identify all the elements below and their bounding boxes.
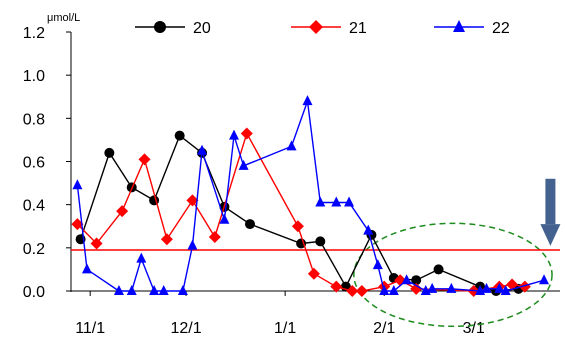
unit-label: μmol/L <box>47 12 80 24</box>
data-point-21 <box>138 153 151 166</box>
data-point-21 <box>410 282 423 295</box>
data-point-21 <box>355 285 368 297</box>
data-point-22 <box>331 196 342 207</box>
legend-label-22: 22 <box>492 20 510 37</box>
data-point-21 <box>90 237 103 250</box>
y-tick-label: 1.0 <box>23 68 45 85</box>
data-point-22 <box>379 285 390 295</box>
data-point-20 <box>411 275 422 286</box>
data-point-20 <box>174 130 185 141</box>
data-point-22 <box>388 285 399 295</box>
data-point-22 <box>494 282 505 293</box>
data-point-21 <box>208 231 221 244</box>
x-tick-label: 2/1 <box>373 320 395 337</box>
x-axis-ticks: 11/1 12/1 1/1 2/1 3/1 <box>75 291 485 337</box>
data-point-22 <box>149 285 160 295</box>
data-point-20 <box>315 236 326 247</box>
data-point-21 <box>330 280 343 293</box>
x-tick-label: 3/1 <box>463 320 485 337</box>
x-tick-label: 12/1 <box>170 320 201 337</box>
data-point-20 <box>244 219 255 230</box>
y-tick-label: 0.6 <box>23 155 45 172</box>
data-point-22 <box>401 274 412 285</box>
legend-marker-20 <box>154 21 166 33</box>
data-point-21 <box>518 280 531 293</box>
data-point-22 <box>500 285 511 295</box>
data-point-22 <box>539 274 550 285</box>
data-point-22 <box>372 259 383 270</box>
legend: 20 21 22 <box>135 20 510 37</box>
data-point-21 <box>240 127 253 140</box>
data-point-22 <box>229 129 239 140</box>
data-point-22 <box>481 282 492 293</box>
data-point-21 <box>307 267 320 280</box>
data-point-22 <box>72 179 83 190</box>
series-22 <box>72 95 550 295</box>
x-tick-label: 11/1 <box>75 320 105 337</box>
data-point-22 <box>238 159 249 170</box>
dashed-ellipse-annotation <box>353 222 553 328</box>
data-point-21 <box>346 285 359 297</box>
data-point-22 <box>344 196 355 207</box>
series-line-21 <box>76 131 525 292</box>
data-point-22 <box>197 144 208 155</box>
data-point-22 <box>363 224 374 235</box>
annotations <box>353 178 561 328</box>
data-point-22 <box>219 213 230 224</box>
data-point-22 <box>427 282 438 293</box>
legend-label-20: 20 <box>193 20 211 37</box>
data-point-21 <box>291 220 304 233</box>
data-point-22 <box>126 285 137 295</box>
legend-marker-21 <box>309 20 323 34</box>
series-group <box>71 95 550 297</box>
data-point-22 <box>136 252 147 263</box>
data-point-22 <box>315 196 326 207</box>
data-point-22 <box>187 239 198 250</box>
legend-label-21: 21 <box>349 20 367 37</box>
data-point-22 <box>113 285 124 295</box>
data-point-20 <box>433 264 444 275</box>
data-point-22 <box>302 95 313 106</box>
data-point-21 <box>160 233 173 246</box>
y-axis-ticks: 0.0 0.2 0.4 0.6 0.8 1.0 1.2 <box>23 25 71 301</box>
data-point-20 <box>296 238 307 249</box>
data-point-22 <box>286 140 297 151</box>
down-arrow-head <box>540 224 561 246</box>
y-tick-label: 0.4 <box>23 198 45 215</box>
data-point-22 <box>446 282 457 293</box>
data-point-22 <box>158 285 169 295</box>
down-arrow-shaft <box>545 178 556 225</box>
data-point-21 <box>506 278 519 291</box>
legend-marker-22 <box>453 20 465 32</box>
y-tick-label: 0.2 <box>23 241 45 258</box>
y-tick-label: 0.8 <box>23 111 45 128</box>
y-tick-label: 1.2 <box>23 25 45 42</box>
series-21 <box>71 127 531 297</box>
data-point-21 <box>186 194 199 207</box>
x-tick-label: 1/1 <box>274 320 296 337</box>
data-point-21 <box>116 205 129 218</box>
data-point-22 <box>177 285 188 295</box>
data-point-22 <box>81 263 92 274</box>
data-point-21 <box>71 218 84 231</box>
data-point-20 <box>104 147 115 158</box>
y-tick-label: 0.0 <box>23 284 45 301</box>
